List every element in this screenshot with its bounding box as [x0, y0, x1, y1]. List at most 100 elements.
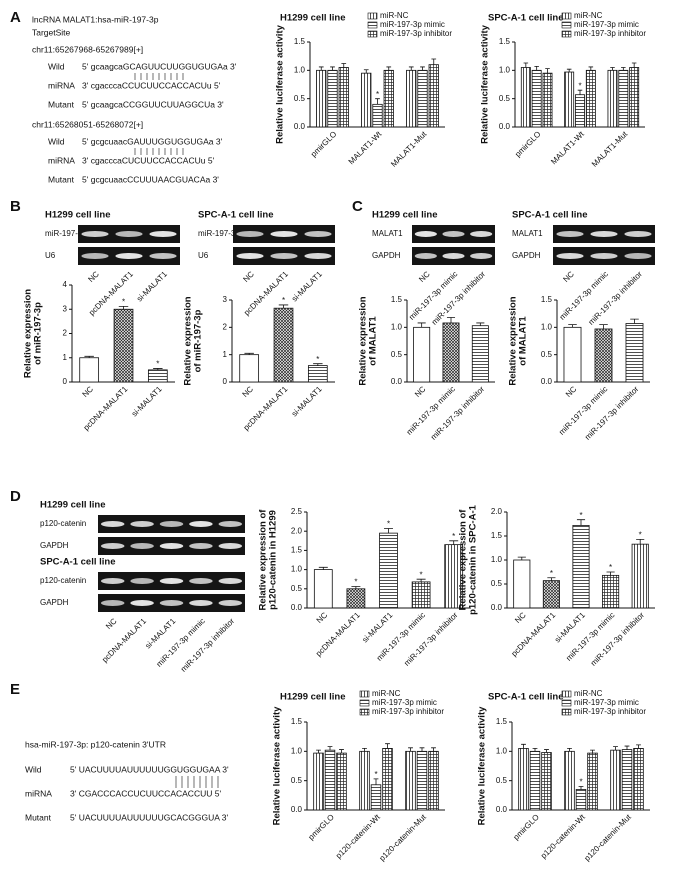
sequence: 3' cgacccaCCUCUUCCACCACUu 5' — [82, 80, 221, 90]
error-bar — [330, 66, 335, 71]
panel-title: lncRNA MALAT1:hsa-miR-197-3p — [32, 14, 159, 24]
lane-label: NC — [86, 269, 101, 284]
legend-swatch — [561, 30, 572, 38]
x-tick-label: si-MALAT1 — [130, 384, 164, 418]
gel-row-label: p120-catenin — [40, 519, 86, 528]
gel-row-label: U6 — [45, 251, 56, 260]
significance: * — [550, 569, 553, 578]
bar — [79, 357, 100, 383]
error-bar — [341, 63, 347, 68]
y-axis-label: Relative expression of — [458, 509, 469, 611]
bar — [359, 750, 370, 811]
legend-swatch — [561, 699, 572, 707]
error-bar — [521, 743, 526, 749]
error-bar — [449, 540, 459, 545]
bar — [336, 752, 347, 811]
error-bar — [278, 304, 289, 309]
y-tick-label: 1.0 — [391, 322, 403, 331]
gel-band — [236, 253, 264, 259]
panel-letter: D — [10, 488, 21, 505]
panel-letter: E — [10, 681, 20, 698]
error-bar — [351, 586, 361, 589]
y-tick-label: 0.0 — [499, 122, 511, 131]
bar — [113, 308, 134, 383]
x-tick-label: p120-catenin-Wt — [334, 812, 382, 860]
site-label: chr11:65267968-65267989[+] — [32, 44, 143, 54]
gel-band — [189, 521, 213, 527]
panel-letter: B — [10, 198, 21, 215]
gel-band — [189, 578, 213, 584]
sequence: 5' gcgcuaacGAUUUGGUGGUGAa 3' — [82, 136, 223, 146]
gel-title: SPC-A-1 cell line — [512, 210, 588, 221]
y-tick-label: 0.5 — [294, 94, 306, 103]
legend-label: miR-NC — [380, 11, 409, 20]
bar — [327, 69, 338, 128]
lane-label: NC — [241, 269, 256, 284]
error-bar — [588, 66, 594, 71]
sequence: 5' gcgcuaacCCUUUAACGUACAa 3' — [82, 174, 219, 184]
y-tick-label: 1.5 — [291, 546, 303, 555]
error-bar — [544, 749, 549, 753]
x-tick-label: MALAT1-Mut — [389, 129, 429, 169]
y-tick-label: 0 — [63, 377, 68, 386]
bar — [417, 69, 428, 128]
bar — [383, 69, 394, 128]
chart-title: H1299 cell line — [280, 13, 345, 24]
error-bar — [606, 571, 615, 576]
gel-row-label: GAPDH — [372, 251, 401, 260]
error-bar — [476, 322, 485, 326]
y-tick-label: 0.5 — [541, 350, 553, 359]
error-bar — [599, 324, 608, 329]
y-axis-label: Relative expression — [508, 296, 519, 385]
x-tick-label: p120-catenin-Mut — [378, 812, 429, 863]
y-tick-label: 0.0 — [391, 377, 403, 386]
bar — [520, 67, 531, 128]
y-tick-label: 0.0 — [291, 603, 303, 612]
legend-swatch — [561, 708, 572, 716]
y-axis-label: of miR-197-3p — [33, 302, 44, 365]
error-bar — [386, 66, 392, 71]
error-bar — [636, 538, 645, 545]
site-label: chr11:65268051-65268072[+] — [32, 119, 143, 129]
error-bar — [545, 68, 550, 74]
y-tick-label: 0.5 — [491, 579, 503, 588]
error-bar — [362, 748, 367, 752]
x-tick-label: NC — [241, 384, 256, 399]
legend-label: miR-197-3p inhibitor — [380, 29, 452, 38]
bar — [587, 752, 598, 811]
y-axis-label: Relative expression — [358, 296, 369, 385]
y-tick-label: 1.5 — [291, 717, 303, 726]
y-tick-label: 1.5 — [391, 295, 403, 304]
x-tick-label: pmirGLO — [512, 813, 541, 842]
y-tick-label: 0.0 — [496, 805, 508, 814]
sequence: 5' UACUUUUAUUUUUUGCACGGGUA 3' — [70, 812, 229, 822]
bar — [541, 752, 552, 811]
y-axis-label: Relative luciferase activity — [272, 706, 283, 826]
x-tick-label: miR-197-3p inhibitor — [583, 384, 641, 442]
y-tick-label: 2 — [63, 329, 68, 338]
y-axis-label: of miR-197-3p — [193, 309, 204, 372]
seq-label: miRNA — [48, 155, 75, 165]
x-tick-label: NC — [81, 384, 96, 399]
error-bar — [517, 556, 526, 560]
error-bar — [431, 747, 436, 752]
x-tick-label: p120-catenin-Mut — [583, 812, 634, 863]
y-tick-label: 1.0 — [496, 746, 508, 755]
y-tick-label: 1.0 — [491, 555, 503, 564]
bar — [471, 325, 489, 383]
gel-band — [590, 231, 618, 237]
error-bar — [534, 65, 539, 71]
gel-band — [470, 231, 493, 237]
gel-band — [304, 253, 332, 259]
y-tick-label: 2.5 — [291, 507, 303, 516]
error-bar — [568, 324, 577, 328]
gel-band — [159, 543, 184, 549]
x-tick-label: miR-197-3p inhibitor — [429, 384, 487, 442]
bar — [531, 69, 542, 128]
significance: * — [609, 563, 612, 572]
error-bar — [327, 746, 333, 751]
y-tick-label: 1.0 — [291, 565, 303, 574]
y-tick-label: 3 — [223, 295, 228, 304]
gel-band — [130, 543, 154, 549]
error-bar — [567, 748, 572, 752]
